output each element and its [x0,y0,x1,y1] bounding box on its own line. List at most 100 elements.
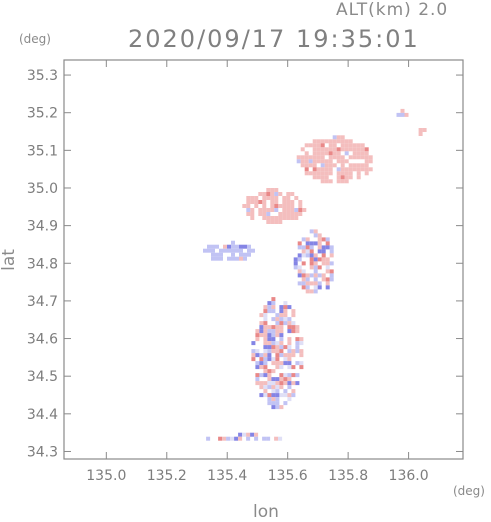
echo-cell [263,329,268,334]
echo-cell [344,179,349,184]
echo-cell [304,163,309,168]
echo-cell [360,163,365,168]
echo-cell [279,345,284,350]
echo-cell [340,155,345,160]
echo-cell [275,385,280,390]
echo-cell [266,196,271,200]
echo-cell [255,381,260,386]
echo-cell [364,147,369,152]
echo-cell [291,313,296,318]
echo-cell [287,341,292,346]
echo-cell [308,155,313,160]
echo-cell [302,208,307,212]
echo-cell [267,353,272,358]
echo-cell [255,349,260,354]
echo-cell [234,436,239,441]
echo-cell [344,151,349,156]
echo-cell [254,436,259,441]
echo-cell [316,143,321,148]
echo-cell [297,273,302,278]
echo-cell [301,285,306,290]
echo-cell [267,301,272,306]
echo-cell [301,281,306,286]
echo-cell [321,257,326,262]
echo-cell [364,151,369,156]
echo-cell [219,252,223,257]
echo-cell [255,377,260,382]
echo-cell [274,436,279,441]
echo-cell [294,196,299,200]
echo-cell [316,167,321,172]
echo-cell [340,147,345,152]
y-tick-label: 34.3 [27,444,58,460]
echo-cell [348,163,353,168]
echo-cell [300,163,305,168]
echo-cell [360,167,365,172]
echo-cell [325,277,330,282]
echo-cell [263,369,268,374]
echo-cell [340,139,345,144]
echo-cell [282,208,287,212]
echo-cell [309,253,314,258]
echo-cell [325,281,330,286]
echo-cell [287,353,292,358]
echo-cell [267,393,272,398]
echo-cell [259,329,264,334]
echo-cell [396,112,401,117]
echo-cell [329,249,334,254]
echo-cell [263,305,268,310]
echo-cell [295,337,300,342]
echo-cell [418,128,423,132]
echo-cell [270,192,275,196]
echo-cell [305,237,310,242]
y-tick-label: 34.8 [27,256,58,272]
echo-cell [266,192,271,196]
echo-cell [305,249,310,254]
echo-cell [348,147,353,152]
echo-cell [340,143,345,148]
echo-cell [320,159,325,164]
echo-cell [312,175,317,180]
echo-cell [275,341,280,346]
echo-cell [295,329,300,334]
echo-cell [254,196,259,200]
echo-cell [296,159,301,164]
echo-cell [336,151,341,156]
echo-cell [308,163,313,168]
echo-cell [312,163,317,168]
echo-cell [290,192,295,196]
echo-cell [279,385,284,390]
echo-cell [283,309,288,314]
echo-cell [313,289,318,294]
echo-cell [348,175,353,180]
echo-cell [243,252,247,257]
echo-cell [309,289,314,294]
echo-cell [309,257,314,262]
echo-cell [274,220,279,224]
echo-cell [295,349,300,354]
echo-cell [263,365,268,370]
echo-cell [247,252,251,257]
echo-cell [247,244,251,249]
echo-cell [336,147,341,152]
echo-cell [344,175,349,180]
echo-cell [294,208,299,212]
echo-cell [267,305,272,310]
echo-cell [275,393,280,398]
echo-cell [271,401,276,406]
echo-cell [274,196,279,200]
echo-cell [316,147,321,152]
echo-cell [356,175,361,180]
echo-cell [279,365,284,370]
echo-cell [267,397,272,402]
y-axis-ticks: 34.3 34.4 34.5 34.6 34.7 34.8 34.9 35.0 35.1 35.2… [27,68,463,460]
echo-cell [325,237,330,242]
echo-cell [325,269,330,274]
echo-cell [279,329,284,334]
radar-echo-cells [203,108,427,441]
y-tick-label: 34.4 [27,407,58,423]
echo-cell [250,200,255,204]
echo-cell [246,200,251,204]
echo-cell [287,361,292,366]
echo-cell [291,325,296,330]
